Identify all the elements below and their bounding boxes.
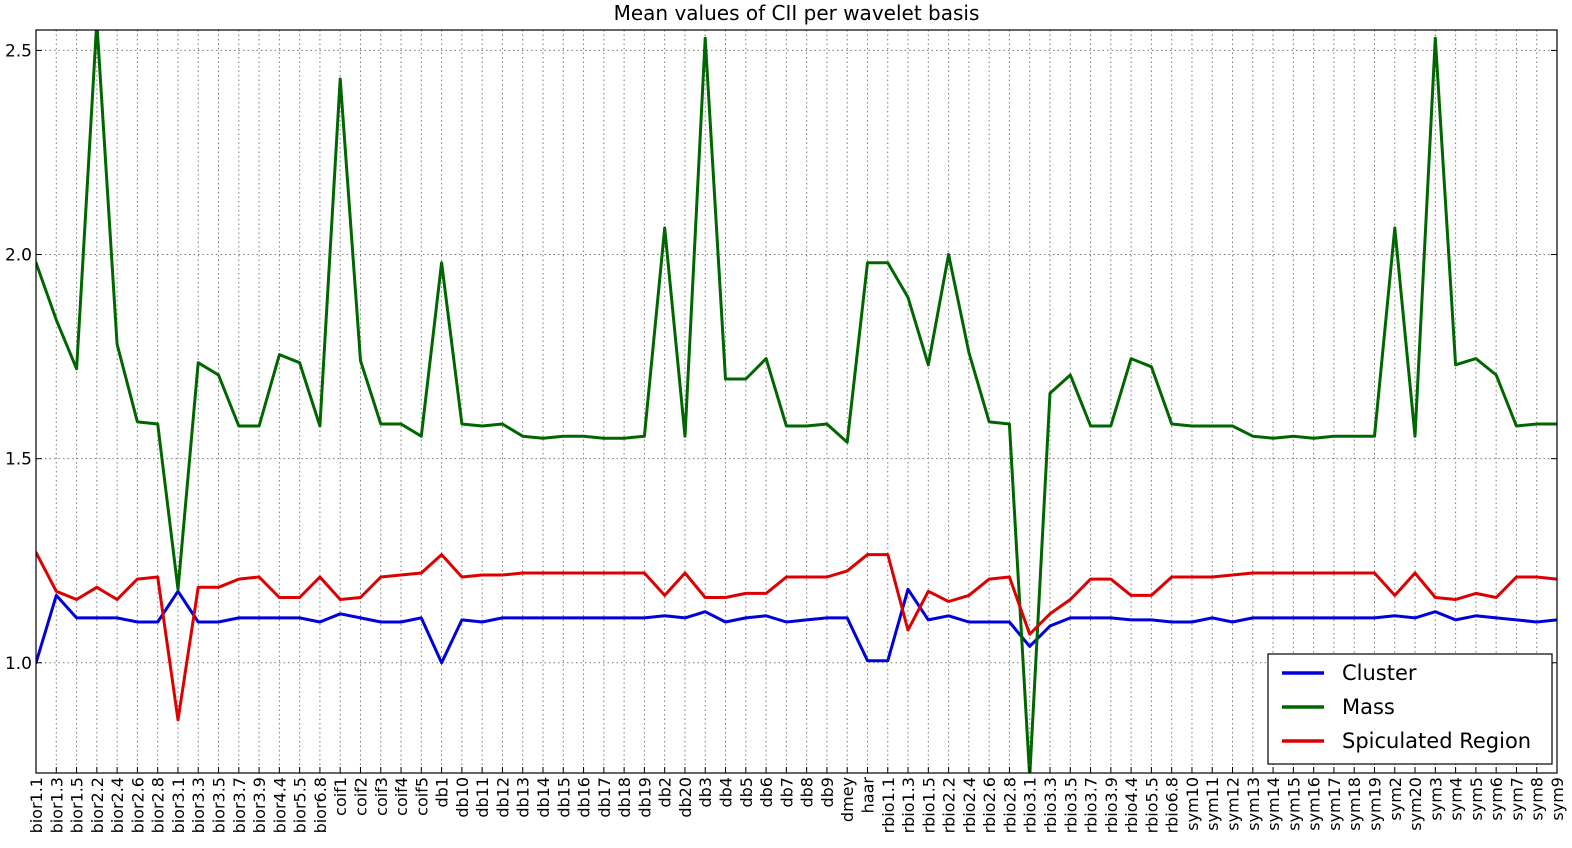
x-tick-label: db14: [534, 777, 553, 818]
x-tick-label: db16: [575, 777, 594, 818]
x-tick-label: db6: [757, 777, 776, 808]
y-tick-label: 2.5: [5, 41, 32, 61]
x-tick-label: sym18: [1345, 777, 1364, 831]
x-tick-label: rbio1.3: [899, 777, 918, 833]
x-tick-label: db15: [554, 777, 573, 818]
x-tick-label: rbio3.7: [1082, 777, 1101, 833]
x-tick-label: bior1.1: [27, 777, 46, 833]
x-tick-label: db11: [473, 777, 492, 818]
x-tick-label: sym17: [1325, 777, 1344, 831]
y-tick-label: 1.0: [5, 654, 32, 674]
x-tick-label: sym12: [1224, 777, 1243, 831]
y-tick-label: 2.0: [5, 246, 32, 266]
x-tick-label: bior1.5: [68, 777, 87, 833]
x-tick-label: rbio1.5: [919, 777, 938, 833]
x-tick-label: rbio2.6: [980, 777, 999, 833]
grid-lines: [35, 30, 1558, 773]
x-tick-label: coif5: [412, 777, 431, 816]
x-tick-label: bior2.2: [88, 777, 107, 833]
x-tick-label: sym8: [1528, 777, 1547, 821]
x-tick-label: db5: [737, 777, 756, 808]
y-tick-label: 1.5: [5, 450, 32, 470]
x-tick-label: bior3.1: [169, 777, 188, 833]
x-tick-label: db20: [676, 777, 695, 818]
x-tick-label: sym10: [1183, 777, 1202, 831]
x-tick-label: rbio3.5: [1061, 777, 1080, 833]
x-tick-label: sym2: [1386, 777, 1405, 821]
x-tick-label: bior3.3: [189, 777, 208, 833]
x-tick-label: rbio2.4: [960, 777, 979, 833]
x-tick-label: sym13: [1244, 777, 1263, 831]
x-tick-label: sym15: [1284, 777, 1303, 831]
x-tick-label: bior2.8: [149, 777, 168, 833]
x-tick-label: bior3.5: [210, 777, 229, 833]
x-tick-label: db10: [453, 777, 472, 818]
series-lines: [36, 30, 1557, 773]
x-tick-label: rbio3.3: [1041, 777, 1060, 833]
x-tick-label: sym11: [1203, 777, 1222, 831]
x-tick-label: bior3.9: [250, 777, 269, 833]
x-tick-label: db12: [493, 777, 512, 818]
x-tick-label: rbio4.4: [1122, 777, 1141, 833]
x-tick-label: sym14: [1264, 777, 1283, 831]
x-tick-label: sym6: [1487, 777, 1506, 821]
x-tick-label: sym4: [1447, 777, 1466, 821]
x-tick-label: sym9: [1548, 777, 1567, 821]
x-tick-label: rbio5.5: [1142, 777, 1161, 833]
x-tick-label: sym7: [1507, 777, 1526, 821]
legend-label: Mass: [1342, 695, 1395, 719]
y-axis-ticks: 1.0 1.5 2.0 2.5: [5, 41, 1557, 674]
x-tick-label: dmey: [838, 777, 857, 822]
series-line-mass: [36, 30, 1557, 773]
x-tick-label: db3: [696, 777, 715, 808]
x-tick-label: coif4: [392, 777, 411, 816]
x-tick-label: db18: [615, 777, 634, 818]
x-axis-ticks: bior1.1 bior1.3 bior1.5 bior2.2 bior2.4 bior2…: [27, 767, 1567, 833]
x-tick-label: haar: [858, 777, 877, 814]
legend: Cluster Mass Spiculated Region: [1267, 653, 1553, 765]
x-tick-label: bior3.7: [230, 777, 249, 833]
x-tick-label: db1: [433, 777, 452, 808]
series-line-spiculated-region: [36, 551, 1557, 722]
x-tick-label: rbio6.8: [1163, 777, 1182, 833]
x-tick-label: db8: [798, 777, 817, 808]
x-tick-label: sym19: [1365, 777, 1384, 831]
x-tick-label: db9: [818, 777, 837, 808]
series-line-cluster: [36, 587, 1557, 665]
x-tick-label: bior6.8: [311, 777, 330, 833]
legend-label: Spiculated Region: [1342, 729, 1531, 753]
x-tick-label: rbio2.8: [1000, 777, 1019, 833]
x-tick-label: coif1: [331, 777, 350, 816]
x-tick-label: bior1.3: [47, 777, 66, 833]
x-tick-label: sym5: [1467, 777, 1486, 821]
x-tick-label: db19: [635, 777, 654, 818]
x-tick-label: bior2.6: [128, 777, 147, 833]
x-tick-label: coif2: [351, 777, 370, 816]
legend-label: Cluster: [1342, 661, 1417, 685]
x-tick-label: rbio3.9: [1102, 777, 1121, 833]
chart-title: Mean values of CII per wavelet basis: [614, 1, 980, 25]
x-tick-label: db7: [777, 777, 796, 808]
x-tick-label: bior4.4: [270, 777, 289, 833]
x-tick-label: rbio3.1: [1021, 777, 1040, 833]
x-tick-label: bior2.4: [108, 777, 127, 833]
x-tick-label: coif3: [372, 777, 391, 816]
x-tick-label: db2: [656, 777, 675, 808]
x-tick-label: bior5.5: [291, 777, 310, 833]
x-tick-label: sym3: [1426, 777, 1445, 821]
x-tick-label: db13: [514, 777, 533, 818]
x-tick-label: sym20: [1406, 777, 1425, 831]
x-tick-label: sym16: [1305, 777, 1324, 831]
x-tick-label: rbio1.1: [879, 777, 898, 833]
x-tick-label: db17: [595, 777, 614, 818]
plot-frame: [35, 29, 1558, 774]
x-tick-label: db4: [717, 777, 736, 808]
x-tick-label: rbio2.2: [940, 777, 959, 833]
